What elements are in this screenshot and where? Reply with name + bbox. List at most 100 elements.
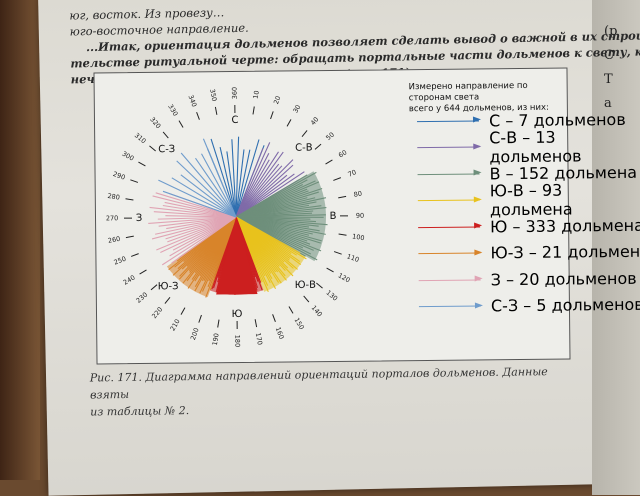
legend-item: В – 152 дольмена xyxy=(489,166,640,180)
degree-tick-label: 190 xyxy=(211,333,221,347)
degree-tick xyxy=(215,107,216,115)
degree-tick xyxy=(302,130,307,136)
degree-tick xyxy=(289,306,293,313)
degree-tick xyxy=(273,314,276,322)
degree-tick-label: 230 xyxy=(135,291,150,305)
orientation-ray xyxy=(203,138,236,217)
legend-arrow-icon xyxy=(418,199,480,201)
degree-tick xyxy=(140,270,147,274)
degree-tick xyxy=(253,107,254,115)
degree-tick-label: 360 xyxy=(231,87,239,100)
direction-label: З xyxy=(136,213,143,224)
degree-tick xyxy=(179,121,183,128)
legend-item: Ю-З – 21 дольмен xyxy=(490,245,640,259)
direction-label: Ю xyxy=(232,309,243,320)
degree-tick xyxy=(270,111,273,119)
degree-tick-label: 240 xyxy=(122,274,137,287)
degree-tick-label: 330 xyxy=(166,103,179,118)
degree-tick-label: 40 xyxy=(309,115,320,126)
direction-label: С-З xyxy=(158,144,175,155)
degree-tick xyxy=(181,308,185,315)
degree-tick xyxy=(287,119,291,126)
degree-tick-label: 20 xyxy=(272,95,282,105)
direction-label: В xyxy=(330,211,337,222)
degree-tick-label: 250 xyxy=(113,255,127,267)
degree-tick xyxy=(333,178,341,181)
direction-label: С xyxy=(231,115,238,126)
degree-tick xyxy=(218,320,219,328)
degree-tick xyxy=(334,251,342,254)
legend-label: Ю-З – 21 дольмен xyxy=(490,242,640,263)
legend-arrow-icon xyxy=(417,120,479,122)
legend-item: С-В – 13 дольменов xyxy=(489,139,640,153)
degree-tick xyxy=(130,180,138,183)
degree-tick xyxy=(149,146,155,151)
legend-title: Измерено направление по сторонам света xyxy=(409,81,569,105)
direction-label: Ю-З xyxy=(158,281,179,292)
degree-tick-label: 90 xyxy=(356,212,364,220)
legend-arrow-icon xyxy=(419,305,481,307)
legend-arrow-icon xyxy=(418,252,480,254)
degree-tick-label: 110 xyxy=(346,252,360,264)
legend-arrow-icon xyxy=(417,146,479,148)
degree-tick-label: 120 xyxy=(337,271,352,284)
degree-tick-label: 80 xyxy=(353,190,363,199)
degree-tick xyxy=(126,199,134,200)
legend-arrow-icon xyxy=(418,226,480,228)
degree-tick-label: 320 xyxy=(148,116,162,131)
degree-tick-label: 10 xyxy=(252,90,261,99)
degree-tick-label: 170 xyxy=(254,332,264,346)
degree-tick-label: 310 xyxy=(133,131,148,145)
legend-item: С – 7 дольменов xyxy=(489,113,640,127)
degree-tick-label: 340 xyxy=(186,94,198,108)
degree-tick xyxy=(163,132,168,138)
degree-tick-label: 220 xyxy=(150,305,164,320)
degree-tick-label: 160 xyxy=(274,326,286,340)
legend-label: С-З – 5 дольменов xyxy=(491,295,640,316)
degree-tick xyxy=(126,236,134,237)
degree-tick xyxy=(315,144,321,149)
degree-tick xyxy=(138,162,145,166)
degree-tick-label: 50 xyxy=(324,131,335,142)
degree-tick-label: 290 xyxy=(112,170,126,182)
direction-label: С-В xyxy=(295,143,313,154)
legend-arrow-icon xyxy=(418,173,480,175)
degree-tick-label: 150 xyxy=(293,316,306,331)
degree-tick xyxy=(151,285,157,290)
degree-tick xyxy=(327,268,334,272)
table-surface xyxy=(0,0,40,480)
legend-arrow-icon xyxy=(419,279,481,281)
legend-item: Ю – 333 дольмена xyxy=(490,219,640,233)
degree-tick-label: 300 xyxy=(121,150,136,163)
legend-label: С-В – 13 дольменов xyxy=(489,126,640,166)
degree-tick xyxy=(316,283,322,288)
legend-item: Ю-В – 93 дольмена xyxy=(490,192,640,206)
degree-tick xyxy=(304,296,309,302)
degree-tick-label: 180 xyxy=(233,335,241,348)
degree-tick xyxy=(199,315,202,323)
degree-tick xyxy=(197,112,200,120)
legend-item: З – 20 дольменов xyxy=(491,272,640,286)
degree-tick-label: 350 xyxy=(208,88,218,102)
degree-tick-label: 140 xyxy=(310,304,324,319)
legend-label: З – 20 дольменов xyxy=(491,268,637,289)
degree-tick-label: 60 xyxy=(337,148,348,159)
degree-tick-label: 260 xyxy=(107,235,121,245)
degree-tick xyxy=(131,254,139,257)
degree-tick-label: 200 xyxy=(189,327,201,341)
degree-tick-label: 280 xyxy=(107,192,121,202)
degree-tick-label: 70 xyxy=(347,168,358,178)
degree-tick xyxy=(255,319,256,327)
degree-tick-label: 100 xyxy=(352,232,366,242)
degree-tick-label: 30 xyxy=(291,103,302,114)
degree-tick xyxy=(339,234,347,235)
degree-tick xyxy=(325,160,332,164)
legend-label: Ю-В – 93 дольмена xyxy=(490,179,640,219)
orientation-ray xyxy=(158,179,236,217)
degree-tick xyxy=(165,297,170,303)
degree-tick-label: 210 xyxy=(169,318,182,333)
legend-item: С-З – 5 дольменов xyxy=(491,298,640,312)
figure-caption: Рис. 171. Диаграмма направлений ориентац… xyxy=(90,363,591,421)
